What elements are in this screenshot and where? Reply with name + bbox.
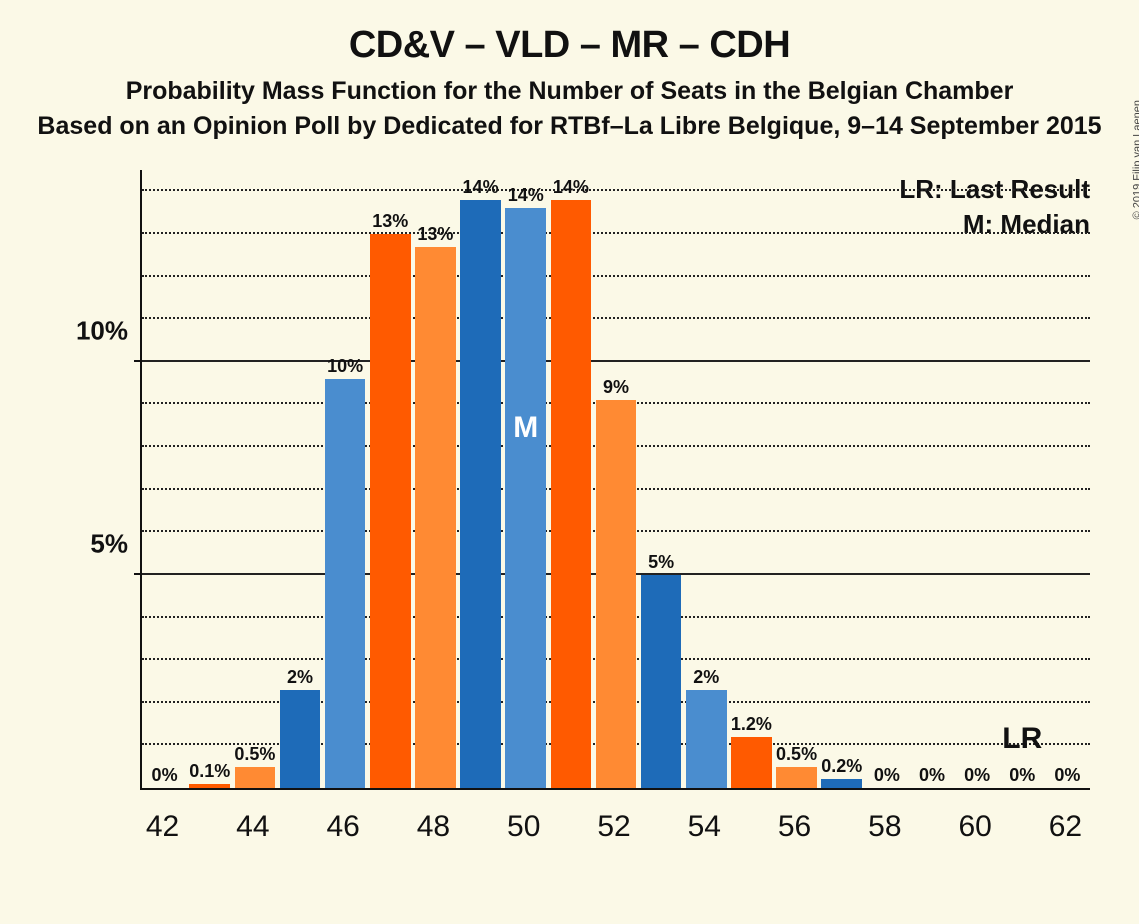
bar-value-label: 0% <box>1009 765 1035 786</box>
y-tick <box>134 360 142 362</box>
bar: 14% <box>551 200 592 788</box>
bar-value-label: 14% <box>508 185 544 206</box>
bar: 2% <box>280 690 321 788</box>
x-tick-label: 46 <box>326 810 359 844</box>
x-tick-label: 44 <box>236 810 269 844</box>
copyright-text: © 2019 Filip van Laenen <box>1131 100 1139 219</box>
y-tick <box>134 573 142 575</box>
bar-value-label: 0% <box>964 765 990 786</box>
bar: 13% <box>370 234 411 788</box>
bar: 14%M <box>505 208 546 788</box>
bar: 2% <box>686 690 727 788</box>
bar-value-label: 2% <box>693 667 719 688</box>
bar: 0.1% <box>189 784 230 788</box>
x-tick-label: 50 <box>507 810 540 844</box>
bar-value-label: 13% <box>372 211 408 232</box>
bar-value-label: 9% <box>603 377 629 398</box>
bar-value-label: 0.1% <box>189 761 230 782</box>
x-tick-label: 52 <box>597 810 630 844</box>
bar-value-label: 10% <box>327 356 363 377</box>
bar: 0.5% <box>776 767 817 788</box>
bar: 0.2% <box>821 779 862 788</box>
x-tick-label: 54 <box>688 810 721 844</box>
bar: 13% <box>415 247 456 788</box>
bar-value-label: 0% <box>152 765 178 786</box>
chart-subtitle-1: Probability Mass Function for the Number… <box>0 77 1139 106</box>
x-tick-label: 42 <box>146 810 179 844</box>
bar-value-label: 13% <box>417 224 453 245</box>
bar-value-label: 5% <box>648 552 674 573</box>
x-tick-label: 56 <box>778 810 811 844</box>
bar-value-label: 1.2% <box>731 714 772 735</box>
x-tick-label: 48 <box>417 810 450 844</box>
lr-marker: LR <box>1002 722 1042 756</box>
bar-value-label: 14% <box>553 177 589 198</box>
bar: 10% <box>325 379 366 788</box>
bar: 0.5% <box>235 767 276 788</box>
bar-value-label: 0% <box>874 765 900 786</box>
chart-title: CD&V – VLD – MR – CDH <box>0 0 1139 67</box>
bar-value-label: 0.2% <box>821 756 862 777</box>
x-tick-label: 60 <box>958 810 991 844</box>
bar-value-label: 0% <box>919 765 945 786</box>
bar: 5% <box>641 575 682 788</box>
bar: 9% <box>596 400 637 788</box>
y-tick-label: 10% <box>76 315 142 346</box>
bar: 1.2% <box>731 737 772 788</box>
bar-value-label: 0.5% <box>234 744 275 765</box>
bar-value-label: 2% <box>287 667 313 688</box>
x-tick-label: 62 <box>1049 810 1082 844</box>
median-marker: M <box>513 411 538 445</box>
chart-subtitle-2: Based on an Opinion Poll by Dedicated fo… <box>0 112 1139 141</box>
y-tick-label: 5% <box>90 528 142 559</box>
plot-area: LR: Last Result M: Median 0%0.1%0.5%2%10… <box>140 170 1090 790</box>
bar: 14% <box>460 200 501 788</box>
x-axis-labels: 42 44 46 48 50 52 54 56 58 60 62 <box>140 800 1090 850</box>
chart-container: LR: Last Result M: Median 0%0.1%0.5%2%10… <box>100 170 1100 850</box>
bar-value-label: 14% <box>463 177 499 198</box>
bar-value-label: 0.5% <box>776 744 817 765</box>
x-tick-label: 58 <box>868 810 901 844</box>
bar-value-label: 0% <box>1054 765 1080 786</box>
bars-layer: 0%0.1%0.5%2%10%13%13%14%14%M14%9%5%2%1.2… <box>142 170 1090 788</box>
